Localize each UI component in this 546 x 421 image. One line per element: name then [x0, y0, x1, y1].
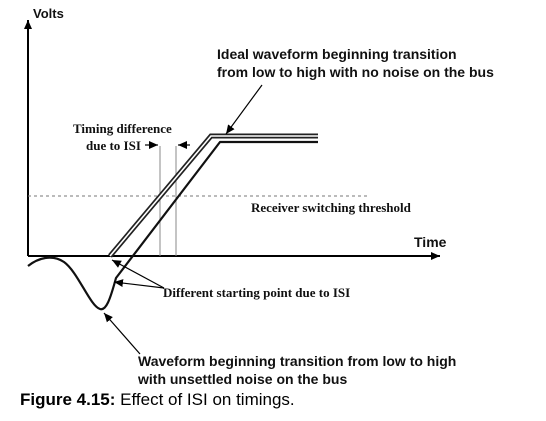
start-pointer-1 — [111, 259, 165, 289]
ideal-label-line2: from low to high with no noise on the bu… — [217, 64, 494, 80]
start-pointer-2 — [113, 279, 165, 289]
figure-caption-text: Effect of ISI on timings. — [120, 390, 295, 409]
ideal-label-line1: Ideal waveform beginning transition — [217, 46, 457, 62]
y-axis-label: Volts — [33, 6, 64, 21]
ideal-pointer — [225, 84, 263, 135]
timing-label-line2: due to ISI — [86, 138, 141, 153]
noisy-label-line2: with unsettled noise on the bus — [138, 371, 348, 387]
noisy-label-line1: Waveform beginning transition from low t… — [138, 353, 457, 369]
noisy-pointer — [103, 312, 141, 355]
figure-caption: Figure 4.15: Effect of ISI on timings. — [20, 390, 295, 410]
threshold-label: Receiver switching threshold — [251, 200, 411, 215]
x-axis-label: Time — [414, 234, 447, 250]
starting-point-label: Different starting point due to ISI — [163, 285, 351, 300]
figure-caption-label: Figure 4.15: — [20, 390, 116, 409]
noisy-waveform — [27, 140, 318, 311]
timing-label-line1: Timing difference — [73, 121, 172, 136]
